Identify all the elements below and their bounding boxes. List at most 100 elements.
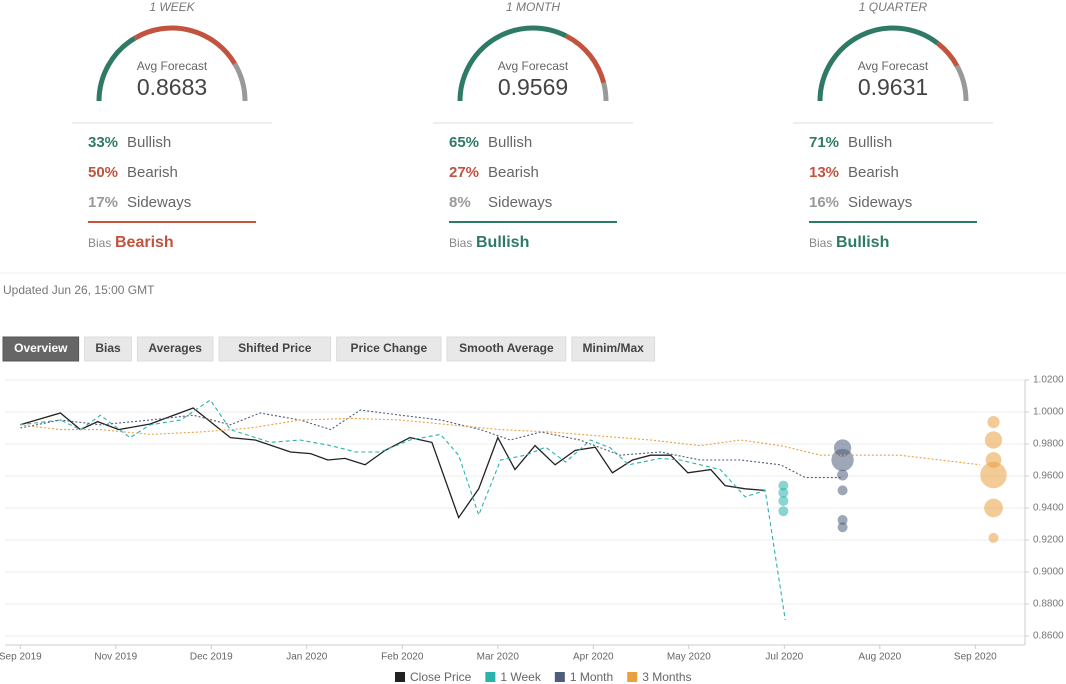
legend-label: 3 Months bbox=[642, 670, 691, 684]
bullish-label: Bullish bbox=[488, 134, 532, 151]
x-tick-label: Dec 2019 bbox=[190, 652, 233, 663]
legend-swatch bbox=[627, 672, 638, 682]
x-tick-label: Apr 2020 bbox=[573, 652, 614, 663]
tab-background[interactable] bbox=[136, 336, 214, 362]
series-line bbox=[20, 407, 766, 520]
bullish-label: Bullish bbox=[127, 134, 171, 151]
series-line bbox=[20, 417, 981, 466]
bias-value: Bullish bbox=[476, 234, 529, 251]
gauge-period: 1 WEEK bbox=[149, 0, 195, 14]
x-tick-label: Sep 2019 bbox=[0, 652, 42, 663]
tab-button[interactable]: Shifted Price bbox=[218, 336, 332, 362]
series-line bbox=[20, 409, 841, 479]
bullish-label: Bullish bbox=[848, 134, 892, 151]
tab-button[interactable]: Minim/Max bbox=[571, 336, 656, 362]
tab-background[interactable] bbox=[2, 336, 80, 362]
tab-label[interactable]: Averages bbox=[148, 341, 202, 355]
legend-label: 1 Month bbox=[570, 670, 613, 684]
sideways-label: Sideways bbox=[488, 194, 552, 211]
y-tick-label: 0.9400 bbox=[1033, 503, 1064, 514]
forecast-bubble bbox=[778, 495, 789, 506]
tab-background[interactable] bbox=[446, 336, 567, 362]
gauge-arc-bullish bbox=[817, 25, 940, 102]
x-tick-label: Nov 2019 bbox=[94, 652, 137, 663]
bearish-label: Bearish bbox=[488, 164, 539, 181]
gauge-caption: Avg Forecast bbox=[137, 59, 208, 73]
bias-value: Bullish bbox=[836, 234, 889, 251]
forecast-bubble bbox=[980, 461, 1007, 489]
forecast-bubble bbox=[778, 480, 789, 491]
gauge-arc-bullish bbox=[457, 25, 568, 102]
tab-label[interactable]: Bias bbox=[95, 341, 121, 355]
bearish-percent: 13% bbox=[809, 164, 839, 181]
bearish-label: Bearish bbox=[848, 164, 899, 181]
bias-caption: Bias bbox=[449, 236, 472, 250]
tab-button[interactable]: Smooth Average bbox=[446, 336, 567, 362]
bullish-percent: 71% bbox=[809, 134, 839, 151]
tab-background[interactable] bbox=[84, 336, 132, 362]
sideways-label: Sideways bbox=[127, 194, 191, 211]
sideways-percent: 17% bbox=[88, 194, 118, 211]
sideways-label: Sideways bbox=[848, 194, 912, 211]
forecast-bubble bbox=[987, 415, 1000, 429]
gauge-value: 0.9569 bbox=[498, 74, 568, 100]
legend-swatch bbox=[554, 672, 565, 682]
gauge-caption: Avg Forecast bbox=[498, 59, 569, 73]
forecast-bubble bbox=[778, 506, 789, 517]
sideways-percent: 16% bbox=[809, 194, 839, 211]
tab-button[interactable]: Price Change bbox=[336, 336, 442, 362]
bearish-percent: 50% bbox=[88, 164, 118, 181]
tab-label[interactable]: Smooth Average bbox=[459, 341, 554, 355]
tab-background[interactable] bbox=[336, 336, 442, 362]
tab-button[interactable]: Bias bbox=[84, 336, 132, 362]
gauge-value: 0.9631 bbox=[858, 74, 928, 100]
gauge-arc-sideways bbox=[601, 82, 609, 102]
tab-label[interactable]: Shifted Price bbox=[238, 341, 312, 355]
tab-button[interactable]: Averages bbox=[136, 336, 214, 362]
y-tick-label: 0.9800 bbox=[1033, 439, 1064, 450]
y-tick-label: 1.0000 bbox=[1033, 407, 1064, 418]
x-tick-label: Mar 2020 bbox=[477, 652, 520, 663]
bearish-percent: 27% bbox=[449, 164, 479, 181]
y-tick-label: 1.0200 bbox=[1033, 375, 1064, 386]
x-tick-label: Sep 2020 bbox=[954, 652, 997, 663]
updated-text: Updated Jun 26, 15:00 GMT bbox=[3, 283, 155, 297]
x-tick-label: Jan 2020 bbox=[286, 652, 328, 663]
series-line bbox=[20, 399, 786, 621]
gauge-arc-sideways bbox=[954, 64, 969, 102]
y-tick-label: 0.9600 bbox=[1033, 471, 1064, 482]
tab-background[interactable] bbox=[218, 336, 332, 362]
gauge-arc-bearish bbox=[564, 33, 607, 84]
legend-label: 1 Week bbox=[500, 670, 541, 684]
legend-label: Close Price bbox=[410, 670, 472, 684]
gauge-arc-sideways bbox=[232, 62, 248, 102]
x-tick-label: Jul 2020 bbox=[765, 652, 803, 663]
bullish-percent: 33% bbox=[88, 134, 118, 151]
x-tick-label: May 2020 bbox=[667, 652, 711, 663]
gauge-period: 1 QUARTER bbox=[859, 0, 928, 14]
forecast-bubble bbox=[837, 469, 849, 481]
forecast-bubble bbox=[837, 522, 848, 533]
tab-label[interactable]: Price Change bbox=[350, 341, 427, 355]
forecast-bubble bbox=[778, 487, 789, 498]
gauge-arc-bullish bbox=[96, 36, 137, 102]
tab-button[interactable]: Overview bbox=[2, 336, 80, 362]
y-tick-label: 0.9200 bbox=[1033, 535, 1064, 546]
tab-background[interactable] bbox=[571, 336, 656, 362]
sideways-percent: 8% bbox=[449, 194, 471, 211]
forecast-bubble bbox=[984, 498, 1003, 518]
x-tick-label: Feb 2020 bbox=[381, 652, 424, 663]
forecast-bubble bbox=[988, 532, 999, 543]
tab-label[interactable]: Overview bbox=[14, 341, 68, 355]
gauge-period: 1 MONTH bbox=[506, 0, 560, 14]
gauge-value: 0.8683 bbox=[137, 74, 207, 100]
tab-label[interactable]: Minim/Max bbox=[583, 341, 645, 355]
y-tick-label: 0.8800 bbox=[1033, 599, 1064, 610]
forecast-bubble bbox=[984, 431, 1003, 449]
legend-swatch bbox=[485, 672, 496, 682]
gauge-caption: Avg Forecast bbox=[858, 59, 929, 73]
gauge-arc-bearish bbox=[936, 41, 960, 68]
forecast-bubble bbox=[837, 485, 848, 496]
gauge-arc-bearish bbox=[133, 25, 237, 66]
